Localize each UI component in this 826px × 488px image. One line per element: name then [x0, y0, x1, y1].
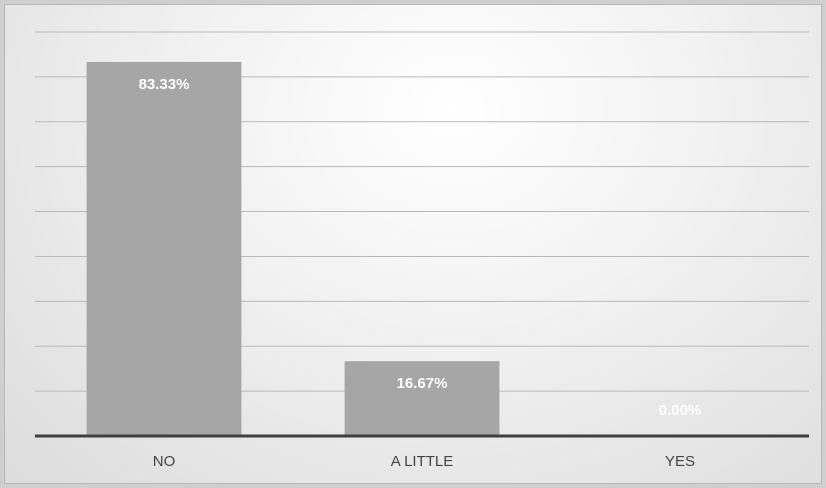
bar-chart: 83.33% 16.67% 0.00% NO A LITTLE YES: [35, 31, 809, 470]
bar-a-little: [344, 361, 500, 436]
x-tick-label: YES: [665, 453, 695, 470]
data-label: 16.67%: [397, 375, 448, 392]
bar-no: [86, 61, 242, 436]
x-tick-label: NO: [153, 453, 176, 470]
data-label: 0.00%: [659, 402, 702, 419]
data-labels: 83.33% 16.67% 0.00%: [139, 76, 702, 419]
x-tick-labels: NO A LITTLE YES: [153, 453, 695, 470]
data-label: 83.33%: [139, 76, 190, 93]
bars: [86, 61, 500, 436]
chart-frame: 83.33% 16.67% 0.00% NO A LITTLE YES: [4, 4, 822, 484]
x-tick-label: A LITTLE: [391, 453, 454, 470]
